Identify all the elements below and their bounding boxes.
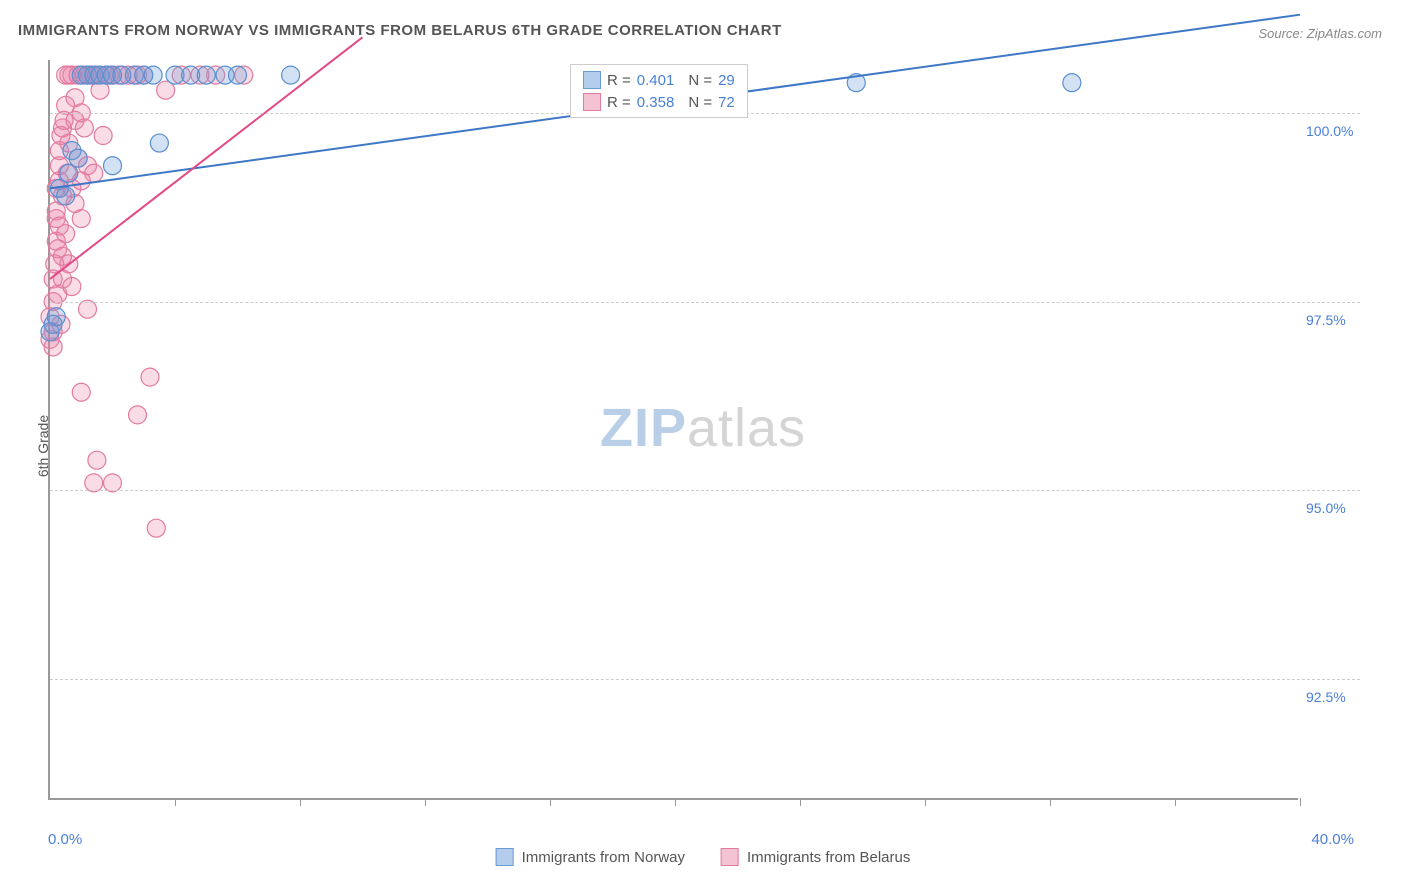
legend-label-norway: Immigrants from Norway [522, 849, 685, 866]
r-label: R = [607, 94, 631, 111]
plot-area: 100.0%97.5%95.0%92.5% [48, 60, 1298, 800]
x-tick-mark [1175, 798, 1176, 806]
n-value-belarus: 72 [718, 94, 735, 111]
y-tick-label: 100.0% [1306, 123, 1386, 139]
data-point [85, 164, 103, 182]
x-axis-min: 0.0% [48, 831, 82, 848]
data-point [1063, 74, 1081, 92]
swatch-norway-icon [496, 848, 514, 866]
x-tick-mark [425, 798, 426, 806]
n-value-norway: 29 [718, 72, 735, 89]
data-point [282, 66, 300, 84]
r-value-norway: 0.401 [637, 72, 675, 89]
x-tick-mark [550, 798, 551, 806]
data-point [94, 127, 112, 145]
data-point [57, 187, 75, 205]
legend-item-belarus: Immigrants from Belarus [721, 848, 910, 866]
swatch-belarus [583, 93, 601, 111]
legend-row-norway: R = 0.401 N = 29 [583, 69, 735, 91]
x-tick-mark [175, 798, 176, 806]
data-point [104, 474, 122, 492]
x-tick-mark [1050, 798, 1051, 806]
data-point [47, 308, 65, 326]
y-tick-label: 95.0% [1306, 500, 1386, 516]
x-tick-mark [1300, 798, 1301, 806]
r-label: R = [607, 72, 631, 89]
data-point [88, 451, 106, 469]
legend-item-norway: Immigrants from Norway [496, 848, 685, 866]
data-point [63, 278, 81, 296]
data-point [72, 383, 90, 401]
data-point [79, 300, 97, 318]
y-tick-label: 97.5% [1306, 312, 1386, 328]
swatch-belarus-icon [721, 848, 739, 866]
swatch-norway [583, 71, 601, 89]
gridline [50, 679, 1360, 680]
x-tick-mark [300, 798, 301, 806]
data-point [69, 149, 87, 167]
n-label: N = [688, 94, 712, 111]
x-tick-mark [925, 798, 926, 806]
data-point [129, 406, 147, 424]
data-point [147, 519, 165, 537]
gridline [50, 302, 1360, 303]
chart-title: IMMIGRANTS FROM NORWAY VS IMMIGRANTS FRO… [18, 22, 782, 39]
legend-label-belarus: Immigrants from Belarus [747, 849, 910, 866]
data-point [150, 134, 168, 152]
data-point [104, 157, 122, 175]
data-point [75, 119, 93, 137]
data-point [144, 66, 162, 84]
scatter-svg [50, 60, 1300, 800]
series-legend: Immigrants from Norway Immigrants from B… [496, 848, 911, 866]
data-point [197, 66, 215, 84]
data-point [141, 368, 159, 386]
data-point [57, 225, 75, 243]
data-point [85, 474, 103, 492]
y-tick-label: 92.5% [1306, 689, 1386, 705]
correlation-legend: R = 0.401 N = 29 R = 0.358 N = 72 [570, 64, 748, 118]
source-label: Source: ZipAtlas.com [1258, 26, 1382, 41]
gridline [50, 490, 1360, 491]
x-tick-mark [675, 798, 676, 806]
data-point [72, 210, 90, 228]
x-tick-mark [800, 798, 801, 806]
r-value-belarus: 0.358 [637, 94, 675, 111]
n-label: N = [688, 72, 712, 89]
data-point [229, 66, 247, 84]
x-axis-max: 40.0% [1311, 831, 1354, 848]
legend-row-belarus: R = 0.358 N = 72 [583, 91, 735, 113]
